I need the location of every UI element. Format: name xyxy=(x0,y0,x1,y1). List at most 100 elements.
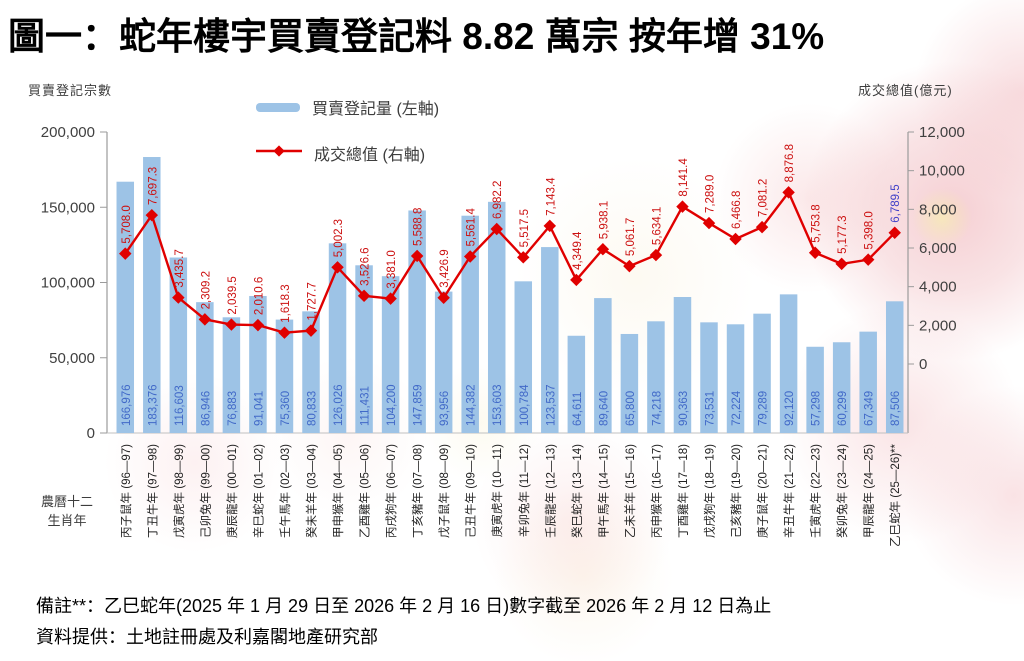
bar-series-swatch-icon xyxy=(256,102,300,112)
line-value-label: 2,010.6 xyxy=(253,277,265,315)
x-axis-category-label: 壬寅虎年 (22—23) xyxy=(809,444,823,538)
bar-value-label: 72,224 xyxy=(731,390,743,426)
line-value-label: 6,982.2 xyxy=(492,181,504,219)
bar-value-label: 75,360 xyxy=(280,391,292,426)
line-value-label: 4,349.4 xyxy=(572,231,584,270)
line-value-label: 1,618.3 xyxy=(280,284,292,322)
line-point-marker xyxy=(517,251,530,264)
bar-value-label: 76,883 xyxy=(227,391,239,426)
line-point-marker xyxy=(649,248,663,262)
left-axis-title: 買賣登記宗數 xyxy=(28,83,113,98)
line-point-marker xyxy=(888,226,901,239)
x-axis-category-label: 丁亥豬年 (07—08) xyxy=(411,444,425,538)
x-axis-category-label: 辛巳蛇年 (01—02) xyxy=(251,444,265,538)
x-axis-category-label: 戊戌狗年 (18—19) xyxy=(703,444,717,538)
x-axis-category-label: 壬辰龍年 (12—13) xyxy=(543,444,557,538)
right-axis-tick-label: 12,000 xyxy=(919,124,965,141)
line-point-marker xyxy=(676,200,689,213)
line-point-marker xyxy=(278,326,291,339)
line-point-marker xyxy=(357,289,371,303)
x-axis-category-label: 庚辰龍年 (00—01) xyxy=(225,444,239,538)
legend-item-line: 成交總值 (右軸) xyxy=(256,142,439,164)
line-value-label: 5,753.8 xyxy=(811,204,823,242)
legend-bars-label: 買賣登記量 (左軸) xyxy=(312,101,440,118)
bar-value-label: 104,200 xyxy=(386,384,398,426)
x-axis-category-label: 戊子鼠年 (08—09) xyxy=(437,444,451,538)
bar xyxy=(196,302,214,433)
bar-value-label: 91,041 xyxy=(253,391,265,426)
left-axis-tick-label: 100,000 xyxy=(41,275,95,292)
bar xyxy=(885,301,904,433)
line-series-swatch-icon xyxy=(256,144,302,163)
bar-value-label: 57,298 xyxy=(811,391,823,426)
right-axis-title: 成交總值(億元) xyxy=(858,83,953,98)
legend-item-bars: 買賣登記量 (左軸) xyxy=(256,96,439,118)
bar xyxy=(381,276,400,433)
line-value-label: 2,039.5 xyxy=(227,276,239,314)
bar xyxy=(832,342,851,433)
left-axis-tick-label: 0 xyxy=(87,425,95,442)
bar-value-label: 60,299 xyxy=(837,391,849,426)
line-series xyxy=(124,190,896,334)
bar-value-label: 92,120 xyxy=(784,391,796,426)
line-point-marker xyxy=(835,257,848,271)
x-axis-category-label: 己丑牛年 (09—10) xyxy=(464,444,478,538)
line-point-marker xyxy=(861,253,875,266)
line-value-label: 1,727.7 xyxy=(307,282,319,320)
line-value-label: 8,876.8 xyxy=(784,144,796,182)
x-axis-category-label: 乙巳蛇年 (25—26)** xyxy=(888,443,902,546)
bar xyxy=(726,324,745,433)
bar xyxy=(434,291,453,433)
bar xyxy=(673,297,692,433)
line-point-marker xyxy=(808,246,822,259)
combo-chart: 0 50,000 100,000 150,000 200,000 0 2,000 4,000 6… xyxy=(41,124,965,547)
line-value-label: 7,697.3 xyxy=(147,167,159,205)
right-axis-tick-label: 8,000 xyxy=(919,201,957,218)
x-axis-category-label: 壬午馬年 (02—03) xyxy=(278,444,292,538)
line-value-label: 5,634.1 xyxy=(651,207,663,245)
bar xyxy=(541,247,559,433)
bar xyxy=(275,319,294,433)
right-axis-tick-label: 6,000 xyxy=(919,240,957,257)
line-point-marker xyxy=(782,186,795,199)
bar-value-label: 183,376 xyxy=(147,384,159,426)
x-axis-note-line1: 農曆十二 xyxy=(40,494,93,509)
line-value-label: 5,398.0 xyxy=(864,211,876,249)
x-axis-category-label: 甲辰龍年 (24—25) xyxy=(862,444,876,538)
x-axis-category-label: 癸未羊年 (03—04) xyxy=(305,444,319,538)
bar-value-label: 100,784 xyxy=(519,384,531,426)
line-point-marker xyxy=(755,220,769,234)
x-axis-category-label: 辛丑牛年 (21—22) xyxy=(782,444,796,538)
x-axis-category-label: 乙未羊年 (15—16) xyxy=(623,444,637,538)
bar xyxy=(594,298,612,433)
line-value-label: 8,141.4 xyxy=(678,158,690,197)
x-axis-category-label: 己卯兔年 (99—00) xyxy=(198,444,212,538)
line-point-marker xyxy=(623,259,636,273)
bar-value-label: 89,640 xyxy=(598,391,610,426)
x-axis-category-label: 甲申猴年 (04—05) xyxy=(331,444,345,538)
x-axis-category-label: 癸卯兔年 (23—24) xyxy=(835,444,849,538)
bar-value-label: 116,603 xyxy=(174,385,186,426)
bar-value-label: 74,218 xyxy=(651,391,663,426)
line-value-label: 5,061.7 xyxy=(625,218,637,256)
footnotes: 備註**：乙巳蛇年(2025 年 1 月 29 日至 2026 年 2 月 16… xyxy=(36,591,1016,653)
x-axis-category-label: 丙戌狗年 (06—07) xyxy=(384,444,398,538)
bar-value-label: 123,537 xyxy=(545,384,557,426)
bar xyxy=(647,321,665,433)
bar xyxy=(779,294,798,433)
right-axis-tick-label: 4,000 xyxy=(919,279,957,296)
line-value-label: 3,526.6 xyxy=(360,247,372,285)
footnote-remark: 備註**：乙巳蛇年(2025 年 1 月 29 日至 2026 年 2 月 16… xyxy=(36,596,772,616)
bar xyxy=(620,333,639,433)
x-axis-category-label: 辛卯兔年 (11—12) xyxy=(517,444,531,537)
bar-value-label: 65,800 xyxy=(625,391,637,426)
right-axis-tick-label: 2,000 xyxy=(919,317,957,334)
line-point-marker xyxy=(198,313,212,326)
bar-value-label: 111,431 xyxy=(360,386,372,426)
line-value-label: 6,789.5 xyxy=(890,184,902,222)
line-value-label: 5,708.0 xyxy=(121,205,133,243)
legend-line-label: 成交總值 (右軸) xyxy=(314,147,426,164)
x-axis-category-label: 甲午馬年 (14—15) xyxy=(596,444,610,538)
line-point-marker xyxy=(145,208,159,222)
line-value-label: 6,466.8 xyxy=(731,191,743,229)
